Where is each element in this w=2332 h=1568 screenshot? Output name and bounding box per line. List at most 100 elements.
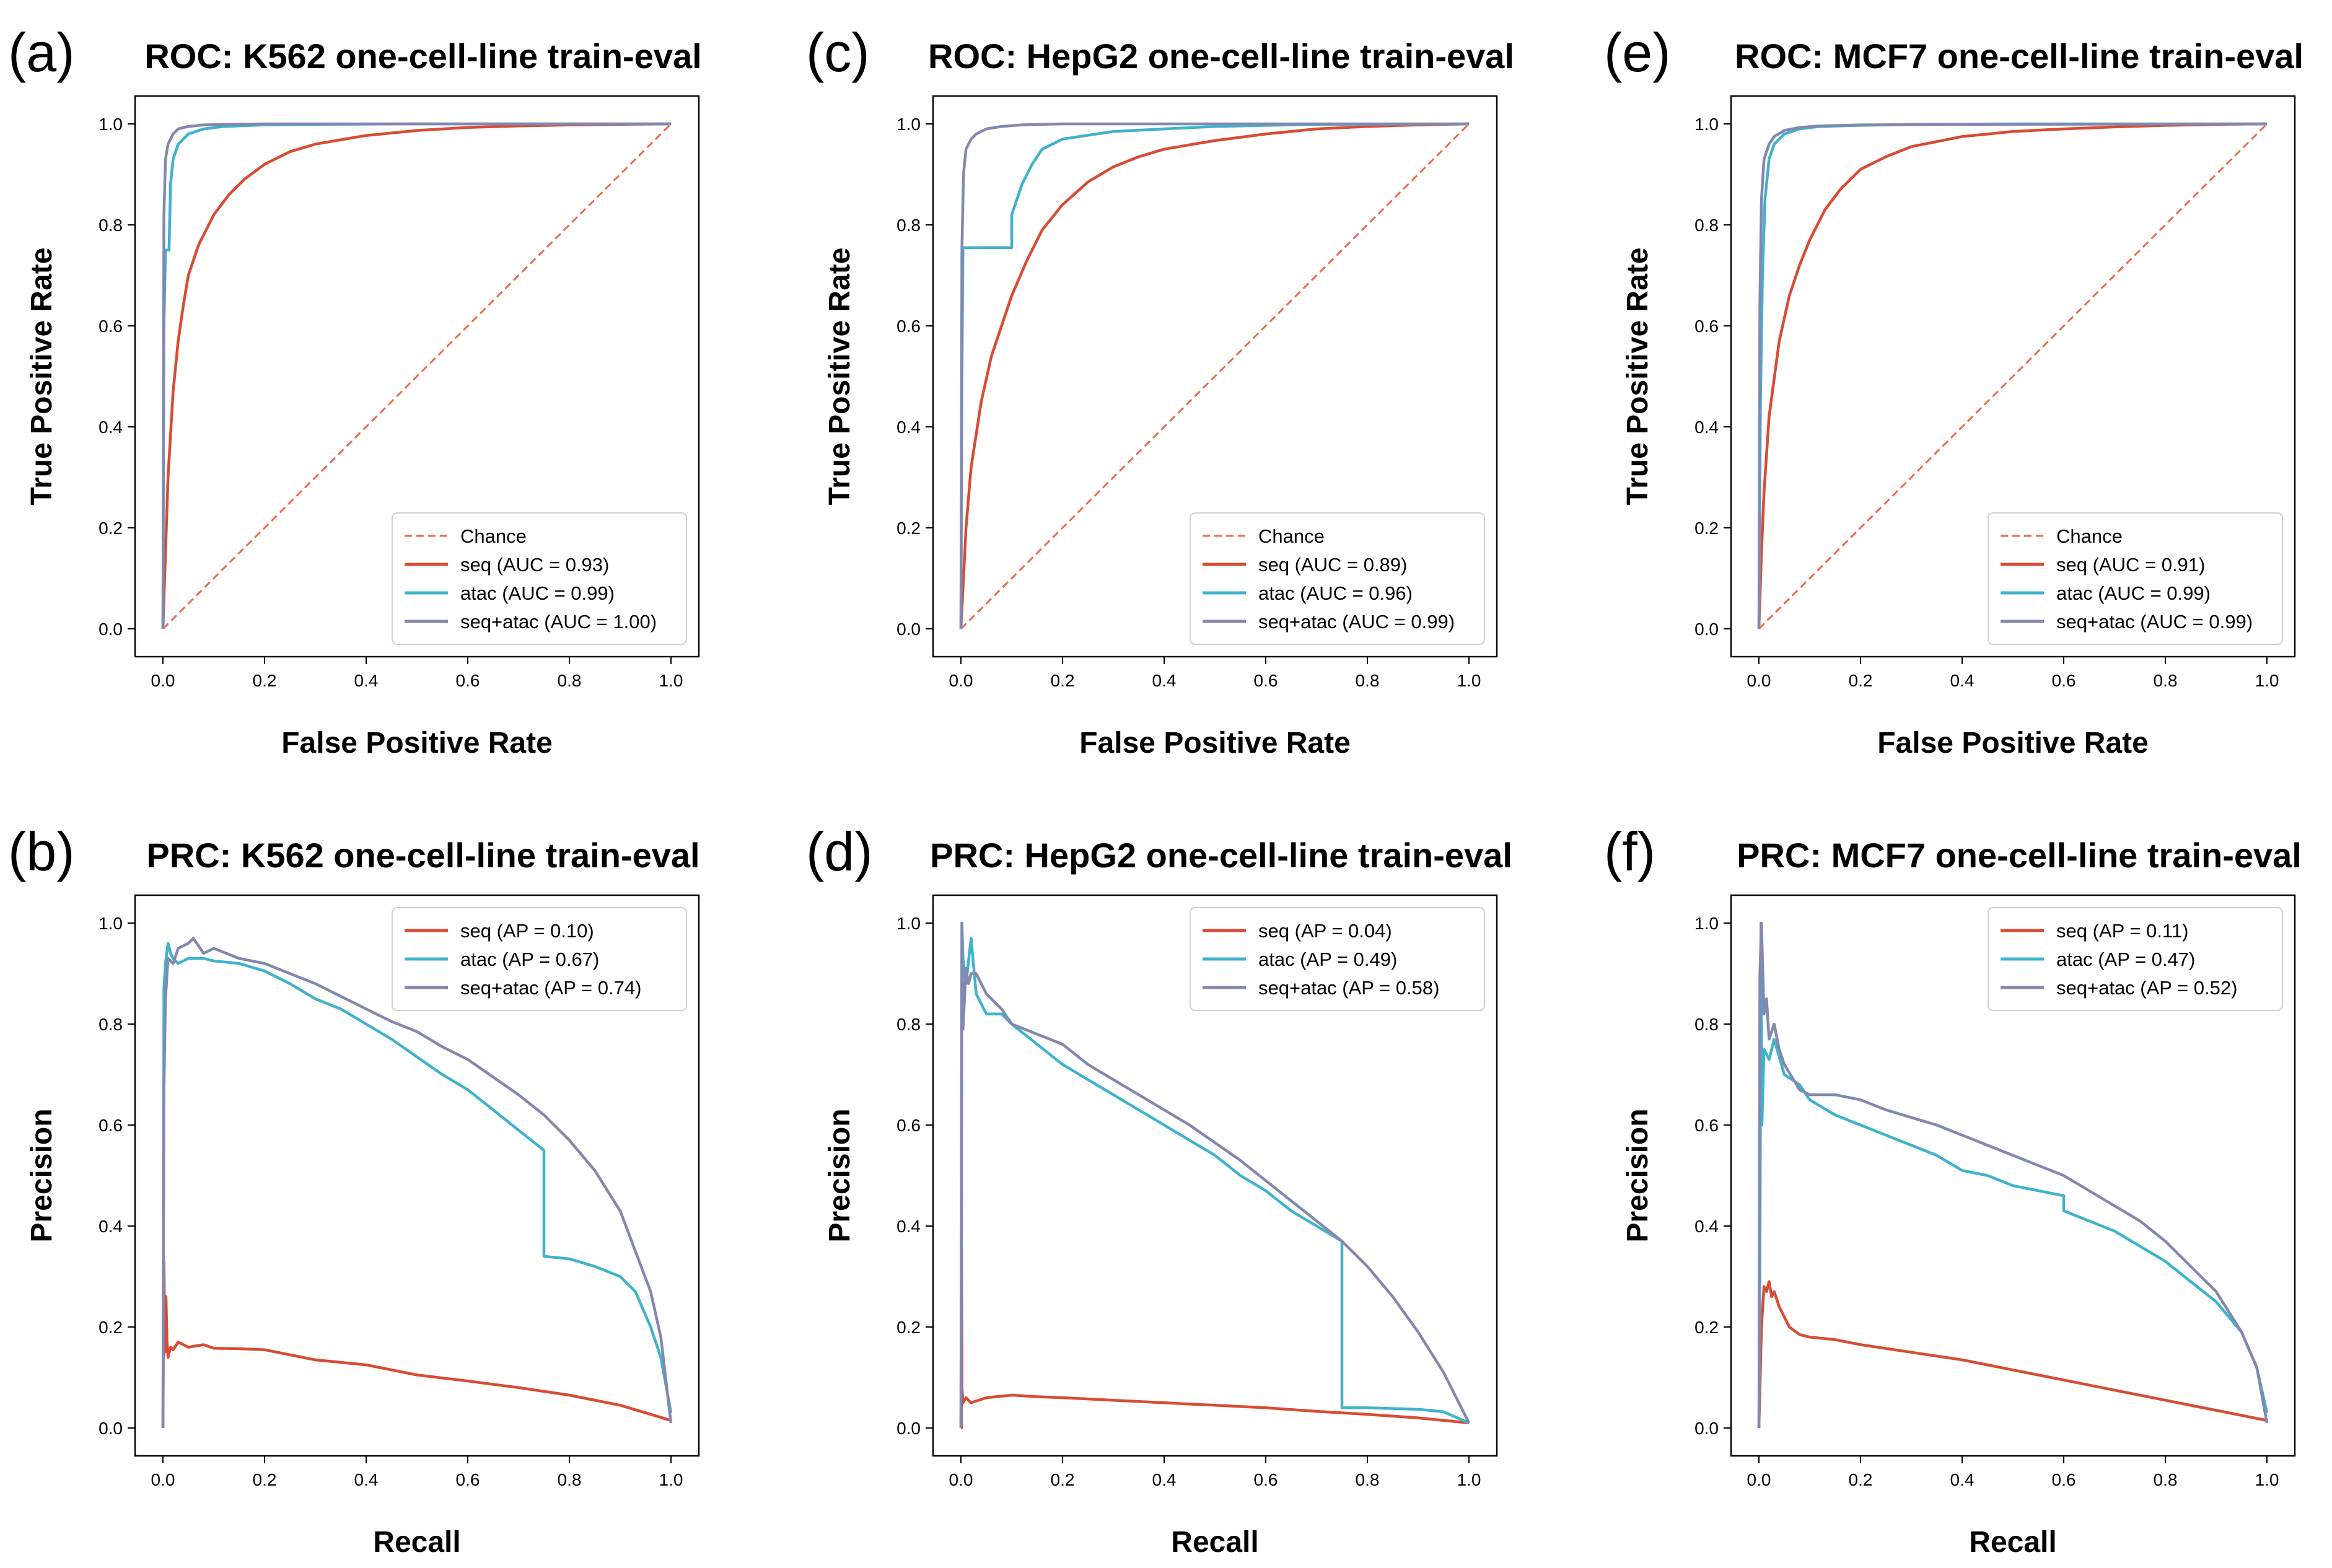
legend-box bbox=[1988, 512, 2283, 645]
x-axis-label: False Positive Rate bbox=[1079, 727, 1351, 760]
series-line-seq bbox=[1757, 122, 2268, 629]
y-tick-label: 1.0 bbox=[896, 914, 921, 933]
legend-label: seq+atac (AP = 0.52) bbox=[2056, 977, 2237, 999]
chart-title-c: ROC: HepG2 one-cell-line train-eval bbox=[928, 37, 1514, 76]
y-tick-label: 0.0 bbox=[99, 1419, 123, 1438]
plot-frame bbox=[1730, 95, 2296, 658]
y-axis-label: True Positive Rate bbox=[823, 247, 856, 505]
x-tick-label: 0.2 bbox=[1849, 671, 1873, 690]
legend-box bbox=[1988, 907, 2283, 1011]
legend-label: seq (AUC = 0.93) bbox=[460, 554, 609, 576]
chart-title-d: PRC: HepG2 one-cell-line train-eval bbox=[930, 836, 1512, 875]
panel-label-f: (f) bbox=[1604, 821, 1655, 882]
y-tick-label: 0.2 bbox=[1694, 519, 1719, 538]
legend-label: seq+atac (AUC = 1.00) bbox=[460, 611, 657, 633]
y-tick-label: 0.8 bbox=[1694, 216, 1719, 235]
y-tick-label: 0.0 bbox=[896, 620, 921, 639]
y-tick-label: 0.8 bbox=[1694, 1015, 1719, 1034]
y-tick-label: 0.4 bbox=[896, 1217, 921, 1236]
legend-label: seq+atac (AP = 0.74) bbox=[460, 977, 641, 999]
x-axis-label: False Positive Rate bbox=[1877, 727, 2149, 760]
series-line-atac bbox=[1757, 921, 2269, 1429]
legend-label: Chance bbox=[460, 525, 527, 547]
x-tick-label: 0.6 bbox=[1254, 1470, 1278, 1489]
series-line-seq-atac bbox=[1757, 921, 2269, 1429]
x-tick-label: 0.2 bbox=[253, 671, 277, 690]
panel-label-a: (a) bbox=[8, 22, 75, 83]
y-tick-label: 1.0 bbox=[99, 914, 123, 933]
plot-frame bbox=[932, 894, 1498, 1457]
y-tick-label: 0.4 bbox=[1694, 418, 1719, 437]
x-tick-label: 0.6 bbox=[2052, 671, 2076, 690]
legend: Chance seq (AUC = 0.93) atac (AUC = 0.99) s… bbox=[392, 512, 687, 645]
plot-frame bbox=[134, 95, 700, 658]
y-tick-label: 0.2 bbox=[896, 1318, 921, 1337]
x-tick-label: 0.6 bbox=[2052, 1470, 2076, 1489]
x-tick-label: 0.4 bbox=[1152, 671, 1177, 690]
x-tick-label: 0.0 bbox=[949, 1470, 973, 1489]
series-group-f bbox=[1757, 921, 2269, 1429]
legend-label: atac (AP = 0.67) bbox=[460, 948, 599, 970]
legend-label: atac (AP = 0.49) bbox=[1258, 948, 1397, 970]
panel-label-e: (e) bbox=[1604, 22, 1671, 83]
x-axis-label: Recall bbox=[1171, 1526, 1258, 1559]
y-tick-label: 0.6 bbox=[1694, 1116, 1719, 1135]
series-group-a bbox=[161, 122, 672, 630]
series-line-atac bbox=[959, 122, 1470, 629]
y-tick-label: 0.6 bbox=[896, 1116, 921, 1135]
x-tick-label: 0.0 bbox=[151, 671, 175, 690]
x-tick-label: 0.4 bbox=[1152, 1470, 1177, 1489]
x-tick-label: 1.0 bbox=[2255, 1470, 2279, 1489]
legend: seq (AP = 0.11) atac (AP = 0.47) seq+atac … bbox=[1988, 907, 2283, 1011]
series-line-seq bbox=[959, 122, 1470, 629]
legend-label: seq+atac (AUC = 0.99) bbox=[1258, 611, 1455, 633]
x-tick-label: 1.0 bbox=[659, 671, 683, 690]
x-tick-label: 0.6 bbox=[456, 671, 480, 690]
legend-label: seq (AP = 0.10) bbox=[460, 920, 594, 942]
series-line-chance bbox=[162, 123, 672, 630]
y-tick-label: 0.8 bbox=[896, 1015, 921, 1034]
y-axis-label: Precision bbox=[823, 1108, 856, 1242]
x-tick-label: 1.0 bbox=[659, 1470, 683, 1489]
x-tick-label: 0.8 bbox=[558, 671, 582, 690]
series-line-seq-atac bbox=[959, 921, 1471, 1429]
legend: Chance seq (AUC = 0.91) atac (AUC = 0.99) s… bbox=[1988, 512, 2283, 645]
y-tick-label: 0.8 bbox=[99, 1015, 123, 1034]
legend-box bbox=[392, 907, 687, 1011]
series-line-seq bbox=[161, 1259, 672, 1429]
y-tick-label: 0.6 bbox=[1694, 317, 1719, 336]
legend-label: seq+atac (AP = 0.58) bbox=[1258, 977, 1439, 999]
series-group-c bbox=[959, 122, 1470, 630]
series-line-seq bbox=[1757, 1280, 2268, 1429]
y-tick-label: 0.2 bbox=[99, 1318, 123, 1337]
chart-title-b: PRC: K562 one-cell-line train-eval bbox=[146, 836, 699, 875]
x-tick-label: 0.0 bbox=[1747, 671, 1771, 690]
series-group-e bbox=[1757, 122, 2268, 630]
y-tick-label: 1.0 bbox=[99, 115, 123, 134]
x-tick-label: 0.2 bbox=[1051, 671, 1075, 690]
y-tick-label: 0.4 bbox=[99, 418, 123, 437]
legend-label: seq (AP = 0.11) bbox=[2056, 920, 2188, 942]
chart-panel-d: (d) PRC: HepG2 one-cell-line train-eval 0.… bbox=[806, 821, 1512, 1559]
x-axis-label: False Positive Rate bbox=[281, 727, 553, 760]
x-axis-label: Recall bbox=[1969, 1526, 2056, 1559]
y-tick-label: 0.4 bbox=[99, 1217, 123, 1236]
series-line-seq bbox=[161, 122, 672, 629]
x-tick-label: 0.8 bbox=[1356, 671, 1380, 690]
x-tick-label: 1.0 bbox=[2255, 671, 2279, 690]
series-line-seq-atac bbox=[959, 122, 1469, 629]
x-tick-label: 0.8 bbox=[558, 1470, 582, 1489]
chart-panel-a: (a) ROC: K562 one-cell-line train-eval 0.0… bbox=[8, 22, 702, 760]
panel-label-c: (c) bbox=[806, 22, 870, 83]
y-axis-label: True Positive Rate bbox=[1621, 247, 1654, 505]
y-tick-label: 0.2 bbox=[1694, 1318, 1719, 1337]
plot-frame bbox=[932, 95, 1498, 658]
x-tick-label: 1.0 bbox=[1457, 671, 1481, 690]
legend-box bbox=[1190, 907, 1485, 1011]
series-line-seq-atac bbox=[1757, 122, 2268, 629]
y-tick-label: 0.8 bbox=[896, 216, 921, 235]
x-tick-label: 0.2 bbox=[1051, 1470, 1075, 1489]
series-line-atac bbox=[161, 942, 673, 1429]
chart-panel-f: (f) PRC: MCF7 one-cell-line train-eval 0.0… bbox=[1604, 821, 2302, 1559]
